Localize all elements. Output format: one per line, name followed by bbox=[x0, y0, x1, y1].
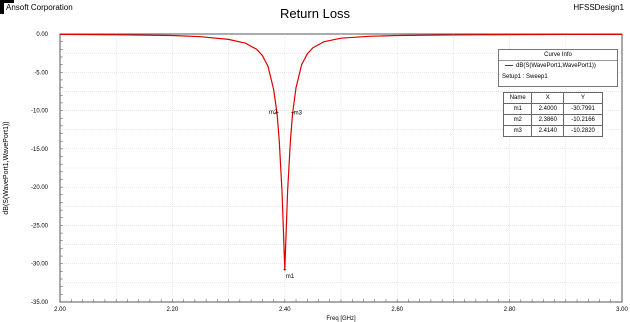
marker-table-header-y: Y bbox=[563, 92, 603, 104]
marker-y-cell: -30.7991 bbox=[563, 103, 603, 115]
legend-setup-label: Setup1 : Sweep1 bbox=[502, 74, 548, 80]
curve-info-header: Curve Info bbox=[499, 50, 617, 61]
y-tick-label: -35.00 bbox=[31, 300, 49, 306]
x-tick-label: 3.00 bbox=[616, 307, 628, 313]
legend-swatch bbox=[505, 64, 513, 66]
marker-x-cell: 2.4000 bbox=[531, 103, 565, 115]
x-tick-label: 2.60 bbox=[391, 307, 403, 313]
plot-header: Ansoft Corporation Return Loss HFSSDesig… bbox=[0, 0, 630, 28]
marker-y-cell: -10.2820 bbox=[563, 125, 603, 137]
y-tick-label: 0.00 bbox=[36, 32, 48, 38]
x-tick-label: 2.80 bbox=[504, 307, 516, 313]
marker-x-cell: 2.4140 bbox=[531, 125, 565, 137]
series-line bbox=[59, 33, 623, 271]
y-tick-label: -15.00 bbox=[31, 147, 49, 153]
corner-bracket-top-left bbox=[0, 0, 4, 14]
table-row[interactable]: m2 2.3860 -10.2166 bbox=[502, 114, 603, 126]
design-name-label: HFSSDesign1 bbox=[573, 3, 624, 12]
x-tick-labels: 2.00 2.20 2.40 2.60 2.80 3.00 bbox=[54, 307, 628, 313]
y-tick-label: -10.00 bbox=[31, 109, 49, 115]
company-label: Ansoft Corporation bbox=[6, 3, 73, 12]
minor-ticks bbox=[59, 33, 623, 303]
marker-table[interactable]: Name X Y m1 2.4000 -30.7991 m2 2.3860 -1… bbox=[502, 92, 603, 137]
legend-entry[interactable]: dB(S(WavePort1,WavePort1)) bbox=[499, 61, 617, 72]
curve-info-legend[interactable]: Curve Info dB(S(WavePort1,WavePort1)) Se… bbox=[498, 49, 618, 87]
marker-table-header-x: X bbox=[531, 92, 565, 104]
marker-name-cell: m2 bbox=[502, 114, 533, 126]
marker-name-cell: m1 bbox=[502, 103, 533, 115]
x-tick-label: 2.20 bbox=[167, 307, 179, 313]
marker-name-cell: m3 bbox=[502, 125, 533, 137]
marker-label: m3 bbox=[294, 111, 303, 117]
y-tick-label: -20.00 bbox=[31, 185, 49, 191]
y-axis-label: dB(S(WavePort1,WavePort1)) bbox=[3, 121, 10, 214]
chart-title: Return Loss bbox=[279, 6, 351, 21]
table-row[interactable]: m1 2.4000 -30.7991 bbox=[502, 103, 603, 115]
marker-x-cell: 2.3860 bbox=[531, 114, 565, 126]
y-tick-label: -30.00 bbox=[31, 262, 49, 268]
marker-table-header-row: Name X Y bbox=[502, 92, 603, 104]
y-tick-label: -5.00 bbox=[34, 70, 48, 76]
y-tick-label: -25.00 bbox=[31, 223, 49, 229]
x-tick-label: 2.00 bbox=[54, 307, 66, 313]
table-row[interactable]: m3 2.4140 -10.2820 bbox=[502, 125, 603, 137]
legend-trace-label: dB(S(WavePort1,WavePort1)) bbox=[516, 63, 596, 69]
x-axis-label: Freq [GHz] bbox=[326, 316, 356, 322]
marker-table-header-name: Name bbox=[502, 92, 533, 104]
marker-y-cell: -10.2166 bbox=[563, 114, 603, 126]
series-group bbox=[59, 33, 623, 271]
marker-label: m2 bbox=[269, 110, 278, 116]
corner-bracket-top-left-h bbox=[0, 0, 14, 3]
x-tick-label: 2.40 bbox=[279, 307, 291, 313]
y-tick-labels: 0.00 -5.00 -10.00 -15.00 -20.00 -25.00 -30.00 -… bbox=[31, 32, 49, 306]
marker-label: m1 bbox=[286, 274, 295, 280]
marker-group: m1 m2 m3 bbox=[269, 110, 303, 280]
